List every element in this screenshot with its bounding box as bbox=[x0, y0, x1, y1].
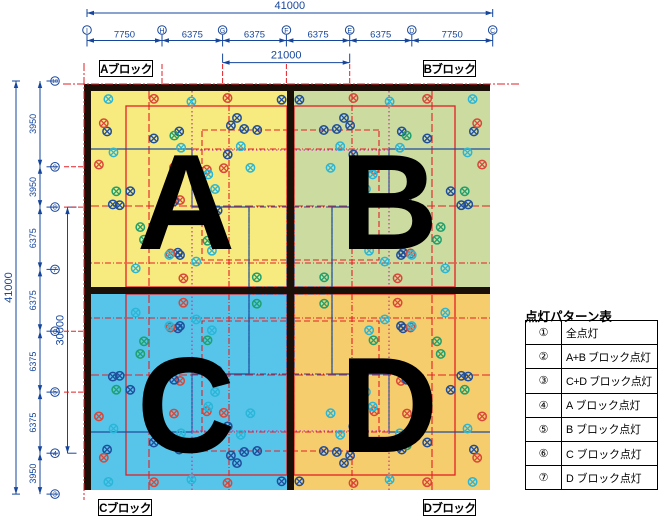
svg-text:6375: 6375 bbox=[182, 30, 203, 41]
svg-text:10: 10 bbox=[52, 79, 58, 85]
svg-text:9: 9 bbox=[53, 164, 57, 171]
svg-text:4: 4 bbox=[53, 451, 57, 458]
svg-text:E: E bbox=[347, 28, 352, 35]
svg-text:30000: 30000 bbox=[55, 315, 67, 346]
svg-text:41000: 41000 bbox=[3, 272, 15, 303]
svg-text:3950: 3950 bbox=[28, 114, 38, 134]
svg-text:6375: 6375 bbox=[28, 413, 38, 433]
svg-text:7750: 7750 bbox=[442, 30, 463, 41]
svg-text:6375: 6375 bbox=[28, 352, 38, 372]
svg-text:6375: 6375 bbox=[28, 228, 38, 248]
svg-text:21000: 21000 bbox=[271, 50, 302, 62]
svg-text:41000: 41000 bbox=[275, 0, 306, 12]
svg-text:6375: 6375 bbox=[244, 30, 265, 41]
svg-text:3950: 3950 bbox=[28, 464, 38, 484]
svg-text:6375: 6375 bbox=[307, 30, 328, 41]
svg-text:C: C bbox=[490, 28, 495, 35]
svg-text:6375: 6375 bbox=[370, 30, 391, 41]
svg-text:7750: 7750 bbox=[114, 30, 135, 41]
svg-text:I: I bbox=[86, 28, 88, 35]
svg-text:8: 8 bbox=[53, 205, 57, 212]
svg-text:7: 7 bbox=[53, 267, 57, 274]
svg-text:3950: 3950 bbox=[28, 177, 38, 197]
svg-text:G: G bbox=[220, 28, 225, 35]
svg-text:5: 5 bbox=[53, 390, 57, 397]
svg-text:6375: 6375 bbox=[28, 290, 38, 310]
svg-text:3: 3 bbox=[53, 492, 57, 499]
svg-text:F: F bbox=[284, 28, 288, 35]
svg-text:D: D bbox=[409, 28, 414, 35]
svg-text:H: H bbox=[159, 28, 164, 35]
